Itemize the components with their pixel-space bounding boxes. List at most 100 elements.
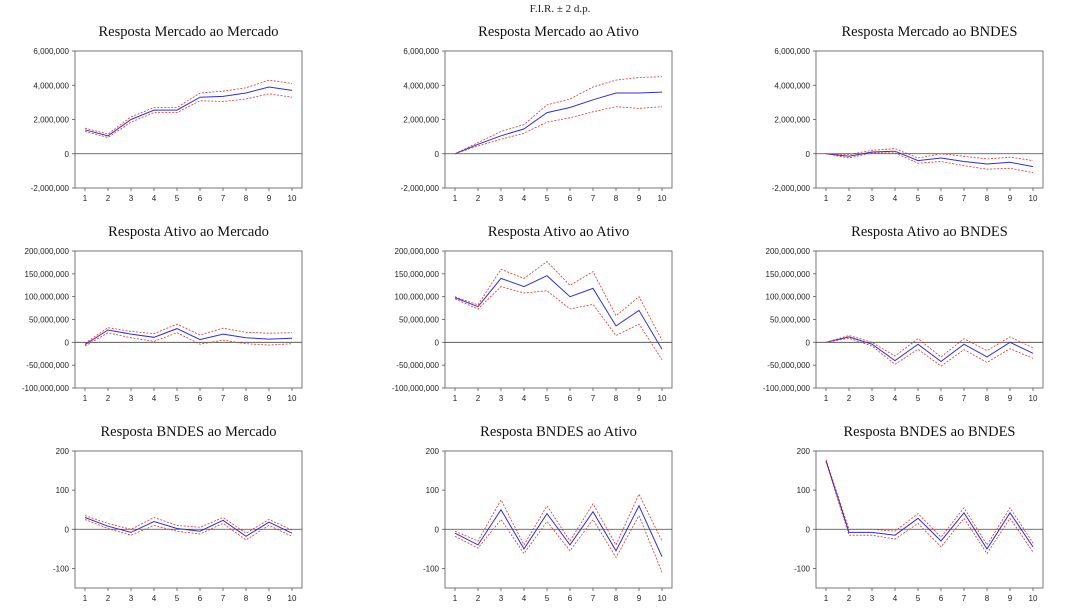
y-tick-label: 50,000,000 xyxy=(29,316,70,325)
x-tick-label: 1 xyxy=(453,394,458,403)
x-tick-label: 5 xyxy=(916,394,921,403)
x-tick-label: 4 xyxy=(893,394,898,403)
x-tick-label: 9 xyxy=(1008,194,1013,203)
x-tick-label: 8 xyxy=(244,394,249,403)
panel-title: Resposta Ativo ao BNDES xyxy=(851,224,1008,240)
panel-6: Resposta Ativo ao BNDES200,000,000150,00… xyxy=(763,224,1044,403)
series-line-center xyxy=(84,86,293,137)
panel-title: Resposta Mercado ao Mercado xyxy=(99,24,279,40)
x-tick-label: 5 xyxy=(545,594,550,603)
y-tick-label: 6,000,000 xyxy=(774,47,810,56)
series-line-lower xyxy=(825,152,1034,173)
y-tick-label: 200 xyxy=(797,447,811,456)
y-tick-label: 50,000,000 xyxy=(399,316,440,325)
x-tick-label: 8 xyxy=(985,594,990,603)
x-tick-label: 2 xyxy=(847,594,852,603)
x-tick-label: 4 xyxy=(152,194,157,203)
x-tick-label: 7 xyxy=(962,194,967,203)
x-tick-label: 6 xyxy=(568,594,573,603)
x-tick-label: 10 xyxy=(1029,194,1038,203)
x-tick-label: 8 xyxy=(614,594,619,603)
series-line-center xyxy=(825,460,1034,550)
plot-frame xyxy=(74,250,303,389)
x-tick-label: 3 xyxy=(499,594,504,603)
x-tick-label: 9 xyxy=(267,394,272,403)
x-tick-label: 2 xyxy=(106,194,111,203)
panel-4: Resposta Ativo ao Mercado200,000,000150,… xyxy=(22,224,303,403)
y-tick-label: 200 xyxy=(426,447,440,456)
panels-grid: Resposta Mercado ao Mercado 6,000,000 4,00… xyxy=(22,24,1044,603)
series-line-upper xyxy=(454,260,663,341)
series-line-upper xyxy=(825,148,1034,161)
series-line-center xyxy=(454,275,663,350)
y-tick-label: 0 xyxy=(65,525,70,534)
x-tick-label: 6 xyxy=(568,194,573,203)
x-tick-label: 4 xyxy=(522,194,527,203)
x-tick-label: 4 xyxy=(893,594,898,603)
y-tick-label: 6,000,000 xyxy=(403,47,439,56)
x-tick-label: 1 xyxy=(453,594,458,603)
y-tick-label: 0 xyxy=(806,525,811,534)
series-line-center xyxy=(454,504,663,557)
x-tick-label: 2 xyxy=(847,394,852,403)
y-tick-label: 4,000,000 xyxy=(33,81,69,90)
y-tick-label: 4,000,000 xyxy=(403,81,439,90)
x-tick-label: 8 xyxy=(244,594,249,603)
y-tick-label: 200,000,000 xyxy=(395,247,440,256)
x-tick-label: 9 xyxy=(637,594,642,603)
panel-1: Resposta Mercado ao Mercado 6,000,000 4,00… xyxy=(31,24,303,203)
x-tick-label: 4 xyxy=(893,194,898,203)
y-tick-label: 2,000,000 xyxy=(403,116,439,125)
y-tick-label: 6,000,000 xyxy=(33,47,69,56)
y-tick-label: -50,000,000 xyxy=(26,361,69,370)
x-tick-label: 4 xyxy=(152,594,157,603)
x-tick-label: 7 xyxy=(591,394,596,403)
y-tick-label: 100 xyxy=(426,486,440,495)
y-tick-label: 0 xyxy=(65,150,70,159)
x-tick-label: 3 xyxy=(499,194,504,203)
x-tick-label: 5 xyxy=(916,594,921,603)
y-tick-label: 200,000,000 xyxy=(766,247,811,256)
x-tick-label: 7 xyxy=(962,394,967,403)
x-tick-label: 6 xyxy=(198,394,203,403)
series-line-upper xyxy=(825,459,1034,546)
x-tick-label: 9 xyxy=(267,594,272,603)
y-tick-label: -2,000,000 xyxy=(31,184,70,193)
y-tick-label: 100,000,000 xyxy=(25,293,70,302)
series-line-lower xyxy=(825,337,1034,367)
x-tick-label: 1 xyxy=(453,194,458,203)
panel-title: Resposta BNDES ao BNDES xyxy=(844,424,1016,440)
x-tick-label: 6 xyxy=(198,594,203,603)
y-tick-label: 0 xyxy=(65,338,70,347)
x-tick-label: 3 xyxy=(499,394,504,403)
plot-frame xyxy=(74,450,303,589)
series-line-lower xyxy=(84,93,293,138)
x-tick-label: 7 xyxy=(221,194,226,203)
x-tick-label: 6 xyxy=(198,194,203,203)
y-tick-label: 100 xyxy=(797,486,811,495)
x-tick-label: 3 xyxy=(129,394,134,403)
y-tick-label: 2,000,000 xyxy=(774,116,810,125)
x-tick-label: 2 xyxy=(476,594,481,603)
y-tick-label: 0 xyxy=(806,338,811,347)
x-tick-label: 2 xyxy=(847,194,852,203)
x-tick-label: 8 xyxy=(614,194,619,203)
panel-2: Resposta Mercado ao Ativo 6,000,000 4,000,… xyxy=(401,24,673,203)
x-tick-label: 2 xyxy=(476,394,481,403)
x-tick-label: 7 xyxy=(221,594,226,603)
x-tick-label: 5 xyxy=(175,394,180,403)
x-tick-label: 8 xyxy=(985,394,990,403)
y-tick-label: -50,000,000 xyxy=(396,361,439,370)
x-tick-label: 10 xyxy=(288,594,297,603)
y-tick-label: 4,000,000 xyxy=(774,81,810,90)
x-tick-label: 10 xyxy=(288,394,297,403)
panel-title: Resposta BNDES ao Ativo xyxy=(480,424,637,440)
plot-frame xyxy=(444,450,673,589)
panel-title: Resposta BNDES ao Mercado xyxy=(101,424,277,440)
x-tick-label: 10 xyxy=(1029,394,1038,403)
plot-frame xyxy=(815,250,1044,389)
x-tick-label: 10 xyxy=(1029,594,1038,603)
series-line-center xyxy=(454,91,663,155)
x-tick-label: 10 xyxy=(658,194,667,203)
